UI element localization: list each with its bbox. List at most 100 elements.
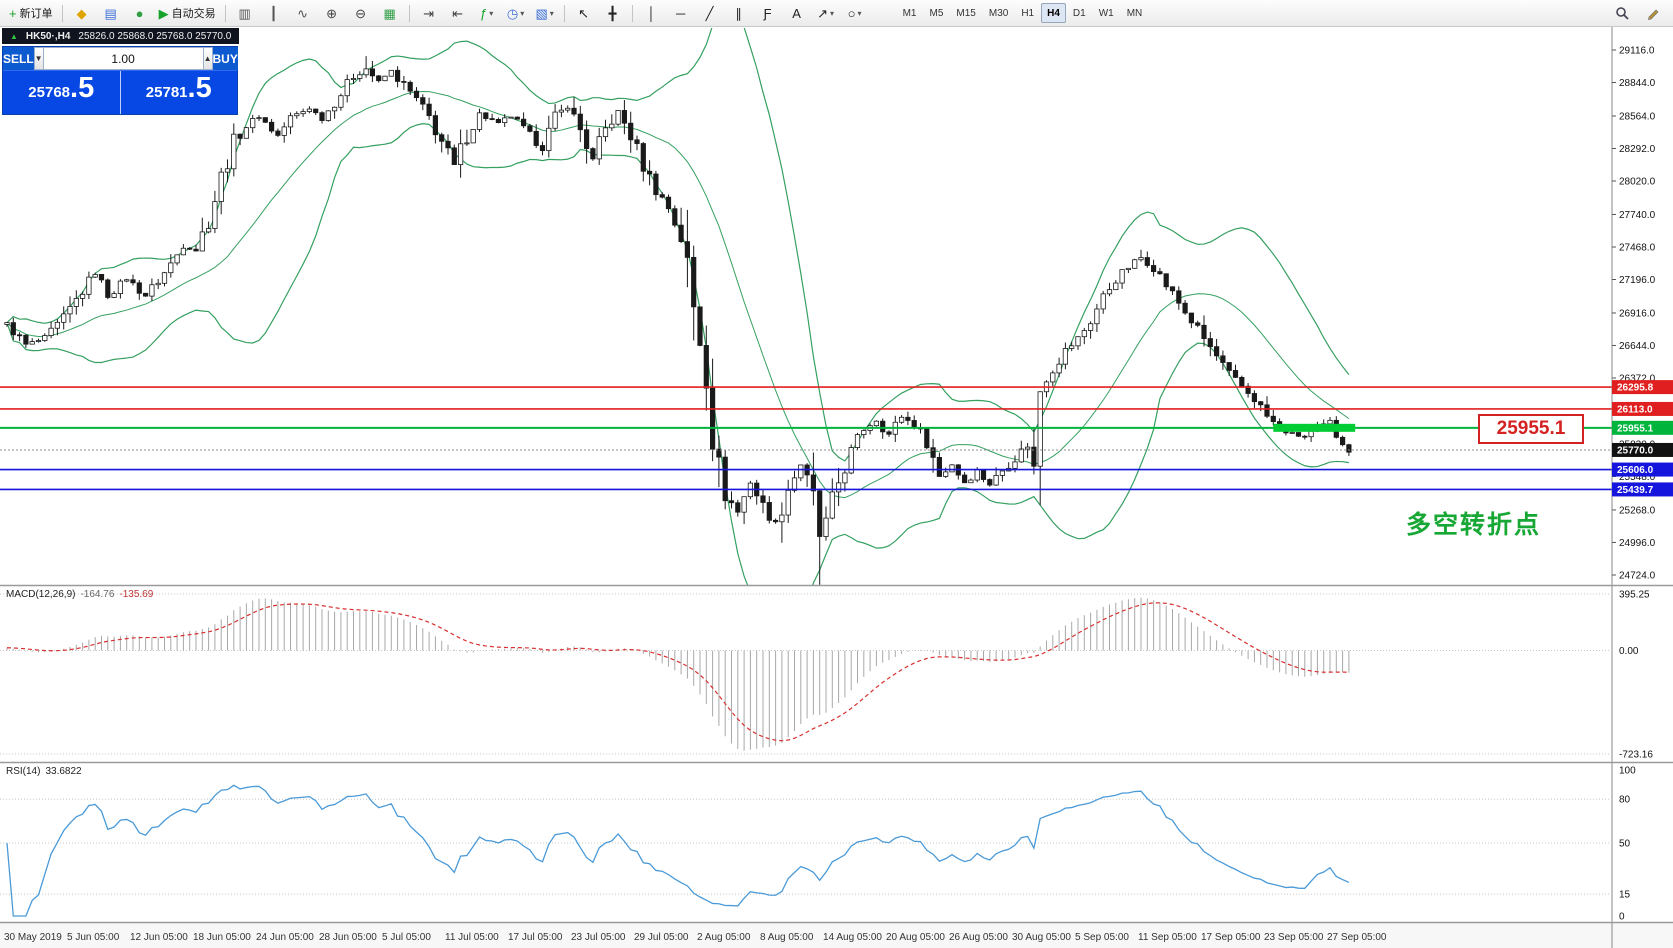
time-label: 23 Sep 05:00	[1264, 932, 1324, 943]
svg-text:26113.0: 26113.0	[1617, 404, 1653, 415]
price-tag-26295.8[interactable]: 26295.8	[1612, 380, 1673, 395]
macd-signal-line	[6, 602, 1349, 742]
sell-price-button[interactable]: 25768 .5	[3, 71, 120, 114]
sell-button[interactable]: SELL	[3, 47, 34, 70]
toolbar-separator	[563, 4, 565, 22]
volume-input[interactable]	[43, 47, 203, 70]
new-order-icon: +	[9, 5, 17, 21]
indicators-button[interactable]: ƒ ▾	[473, 2, 501, 24]
vertical-line-icon: │	[647, 5, 656, 21]
chart-shift-button[interactable]: ⇤	[444, 2, 472, 24]
price-tag-25955.1[interactable]: 25955.1	[1612, 420, 1673, 435]
data-window-button[interactable]: ▤	[97, 2, 125, 24]
svg-text:26295.8: 26295.8	[1617, 383, 1654, 394]
templates-button[interactable]: ▧ ▾	[531, 2, 559, 24]
rsi-header: RSI(14) 33.6822	[6, 766, 82, 777]
market-watch-button[interactable]: ◆	[68, 2, 96, 24]
shapes-button[interactable]: ○ ▾	[841, 2, 869, 24]
line-chart-button[interactable]: ∿	[289, 2, 317, 24]
highlight-segment[interactable]	[1273, 423, 1356, 432]
data-window-icon: ▤	[104, 5, 117, 21]
timeframe-m1[interactable]: M1	[902, 7, 917, 19]
timeframe-h4[interactable]: H4	[1041, 3, 1066, 23]
chart-status-icon: ▲	[10, 31, 18, 41]
svg-text:25955.1: 25955.1	[1617, 423, 1654, 434]
time-label: 11 Jul 05:00	[445, 932, 499, 943]
fibonacci-button[interactable]: Ƒ	[754, 2, 782, 24]
toolbar-separator	[61, 4, 63, 22]
turning-point-annotation[interactable]: 多空转折点	[1406, 511, 1542, 539]
indicators-icon: ƒ	[479, 5, 488, 21]
price-tag-25439.7[interactable]: 25439.7	[1612, 482, 1673, 497]
vertical-line-button[interactable]: │	[638, 2, 666, 24]
arrows-button[interactable]: ↗ ▾	[812, 2, 840, 24]
price-tag-25770.0[interactable]: 25770.0	[1612, 442, 1673, 457]
toolbar-buttons: + 新订单 ◆ ▤ ● ▶ 自动交易 ▥ ┃ ∿ ⊕ ⊖ ▦ ⇥ ⇤ ƒ ▾ ◷ ▾ ▧ ▾ ↖ ╋ │ ─ ╱ ∥ Ƒ A ↗ ▾ ○ ▾	[5, 2, 869, 24]
timeframe-m30[interactable]: M30	[988, 7, 1009, 19]
periods-icon: ◷	[506, 5, 519, 21]
navigator-button[interactable]: ●	[126, 2, 154, 24]
volume-down-button[interactable]: ▼	[33, 47, 44, 70]
time-label: 18 Jun 05:00	[193, 932, 251, 943]
time-axis-strip[interactable]	[0, 923, 1673, 948]
timeframe-mn[interactable]: MN	[1126, 7, 1143, 19]
bar-chart-icon: ▥	[238, 5, 251, 21]
sell-price-frac: .5	[70, 72, 95, 104]
price-tag-25606.0[interactable]: 25606.0	[1612, 462, 1673, 477]
buy-price-frac: .5	[187, 72, 212, 104]
buy-price-button[interactable]: 25781 .5	[121, 71, 238, 114]
rsi-line	[6, 784, 1350, 917]
zoom-out-button[interactable]: ⊖	[347, 2, 375, 24]
autotrade-button-label: 自动交易	[171, 8, 216, 20]
autotrade-button[interactable]: ▶ 自动交易	[155, 2, 220, 24]
price-callout-label[interactable]: 25955.1	[1478, 414, 1584, 444]
channel-button[interactable]: ∥	[725, 2, 753, 24]
rsi-axis-label: 100	[1619, 766, 1636, 777]
text-label-button[interactable]: A	[783, 2, 811, 24]
market-watch-icon: ◆	[76, 5, 87, 21]
crosshair-button[interactable]: ╋	[599, 2, 627, 24]
quick-edit-button[interactable]	[1640, 2, 1668, 24]
chart-window-title[interactable]: ▲ HK50·,H4 25826.0 25868.0 25768.0 25770…	[2, 28, 240, 44]
buy-button[interactable]: BUY	[212, 47, 238, 70]
timeframe-w1[interactable]: W1	[1098, 7, 1114, 19]
time-label: 23 Jul 05:00	[571, 932, 626, 943]
horizontal-line-button[interactable]: ─	[667, 2, 695, 24]
cursor-button[interactable]: ↖	[570, 2, 598, 24]
search-button[interactable]	[1608, 2, 1636, 24]
timeframe-m5[interactable]: M5	[929, 7, 944, 19]
trendline-button[interactable]: ╱	[696, 2, 724, 24]
price-tag-26113.0[interactable]: 26113.0	[1612, 401, 1673, 416]
timeframe-h1[interactable]: H1	[1021, 7, 1035, 19]
bollinger-upper-band	[6, 28, 1350, 462]
trade-panel-prices: 25768 .5 25781 .5	[3, 70, 237, 114]
periods-button[interactable]: ◷ ▾	[502, 2, 530, 24]
macd-header: MACD(12,26,9) -164.76 -135.69	[6, 589, 153, 600]
tile-windows-icon: ▦	[383, 5, 396, 21]
caret-down-icon: ▾	[489, 8, 494, 18]
autotrade-icon: ▶	[158, 5, 169, 21]
price-tick-label: 25268.0	[1619, 505, 1656, 516]
timeframe-d1[interactable]: D1	[1072, 7, 1086, 19]
time-label: 5 Jun 05:00	[67, 932, 120, 943]
caret-down-icon: ▾	[830, 8, 835, 18]
volume-up-button[interactable]: ▲	[202, 47, 213, 70]
zoom-in-button[interactable]: ⊕	[318, 2, 346, 24]
macd-title: MACD(12,26,9)	[6, 589, 76, 600]
candlestick-chart-button[interactable]: ┃	[260, 2, 288, 24]
auto-scroll-button[interactable]: ⇥	[415, 2, 443, 24]
macd-signal-value: -135.69	[119, 589, 154, 600]
timeframe-m15[interactable]: M15	[956, 7, 976, 19]
bar-chart-button[interactable]: ▥	[231, 2, 259, 24]
rsi-axis-label: 50	[1619, 839, 1631, 850]
sell-price-int: 25768	[28, 84, 71, 101]
time-label: 30 May 2019	[4, 932, 62, 943]
time-label: 30 Aug 05:00	[1012, 932, 1071, 943]
new-order-button[interactable]: + 新订单	[5, 2, 57, 24]
tile-windows-button[interactable]: ▦	[376, 2, 404, 24]
time-label: 11 Sep 05:00	[1138, 932, 1197, 943]
svg-text:25606.0: 25606.0	[1617, 465, 1654, 476]
toolbar-separator	[631, 4, 633, 22]
